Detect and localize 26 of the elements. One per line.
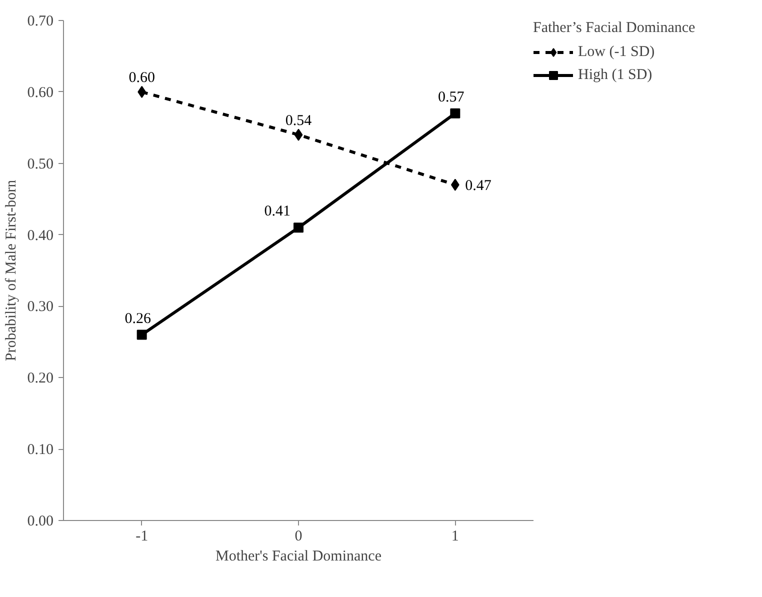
y-tick-label: 0.50 xyxy=(27,156,54,172)
y-tick-label: 0.60 xyxy=(27,84,54,101)
y-tick-label: 0.20 xyxy=(27,370,54,387)
data-label: 0.47 xyxy=(465,178,492,194)
point xyxy=(294,222,304,233)
legend-label: Low (-1 SD) xyxy=(578,44,655,60)
data-label: 0.26 xyxy=(124,310,152,327)
x-tick-label: 0 xyxy=(294,528,302,544)
y-tick-label: 0.30 xyxy=(27,299,54,316)
point xyxy=(294,128,303,141)
x-tick-label: -1 xyxy=(136,528,148,544)
y-tick-label: 0.70 xyxy=(27,14,54,30)
x-axis-title: Mother's Facial Dominance xyxy=(216,548,382,564)
data-label: 0.54 xyxy=(285,112,312,129)
data-label: 0.60 xyxy=(128,70,155,86)
y-tick-label: 0.00 xyxy=(27,514,54,530)
y-tick-label: 0.40 xyxy=(27,228,54,244)
data-label: 0.57 xyxy=(438,89,465,106)
data-label: 0.41 xyxy=(264,204,290,220)
legend-title: Father’s Facial Dominance xyxy=(533,20,696,37)
y-tick-label: 0.10 xyxy=(27,442,54,458)
point xyxy=(450,108,460,118)
x-tick-label: 1 xyxy=(451,528,459,544)
legend-label: High (1 SD) xyxy=(578,66,652,84)
y-axis-title: Probability of Male First-born xyxy=(3,179,20,362)
point xyxy=(136,330,147,340)
